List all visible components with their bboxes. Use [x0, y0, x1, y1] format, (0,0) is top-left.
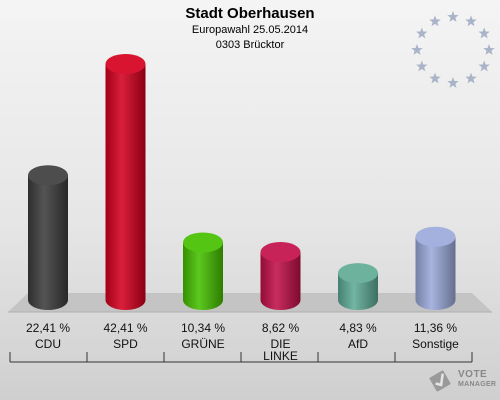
- star-icon: [411, 44, 423, 55]
- district-label: 0303 Brücktor: [215, 39, 285, 51]
- logo-text-vote: VOTE: [458, 369, 488, 380]
- category-label: CDU: [35, 337, 61, 351]
- category-label: DIE: [270, 337, 290, 351]
- bar-body: [105, 64, 146, 310]
- bar-body: [28, 175, 68, 310]
- star-icon: [483, 44, 495, 55]
- category-label: GRÜNE: [181, 337, 224, 351]
- star-icon: [447, 11, 459, 22]
- star-icon: [429, 72, 441, 84]
- bar-spd: [105, 54, 146, 310]
- bar-body: [183, 242, 223, 310]
- vote-manager-logo-icon: [429, 370, 451, 392]
- star-icon: [478, 27, 490, 39]
- star-icon: [478, 60, 490, 72]
- bar-grüne: [183, 232, 223, 310]
- star-icon: [465, 15, 477, 27]
- bar-top: [260, 242, 301, 263]
- value-label: 4,83 %: [339, 321, 377, 335]
- category-label: AfD: [348, 337, 368, 351]
- star-icon: [429, 15, 441, 27]
- bar-top: [183, 232, 223, 253]
- bar-sonstige: [415, 226, 456, 310]
- bar-top: [338, 263, 378, 284]
- bar-top: [105, 54, 146, 74]
- category-label: SPD: [113, 337, 138, 351]
- logo-text-manager: MANAGER: [458, 381, 497, 388]
- bar-body: [415, 236, 456, 310]
- bar-body: [260, 252, 301, 310]
- bar-die-linke: [260, 242, 301, 310]
- bar-afd: [338, 263, 378, 310]
- value-label: 22,41 %: [26, 321, 70, 335]
- value-label: 42,41 %: [103, 321, 147, 335]
- value-label: 8,62 %: [262, 321, 300, 335]
- value-label: 11,36 %: [414, 321, 457, 335]
- chart-subtitle: Europawahl 25.05.2014: [191, 24, 309, 36]
- star-icon: [465, 72, 477, 84]
- star-icon: [447, 77, 459, 88]
- chart-title: Stadt Oberhausen: [185, 5, 315, 22]
- bar-top: [28, 165, 68, 186]
- bar-top: [415, 226, 456, 247]
- category-label: Sonstige: [412, 337, 459, 351]
- bar-cdu: [28, 165, 68, 310]
- star-icon: [416, 27, 428, 39]
- star-icon: [416, 60, 428, 72]
- bar-body: [338, 273, 378, 310]
- category-label: LINKE: [263, 349, 298, 363]
- value-label: 10,34 %: [181, 321, 225, 335]
- eu-stars-icon: [411, 11, 495, 88]
